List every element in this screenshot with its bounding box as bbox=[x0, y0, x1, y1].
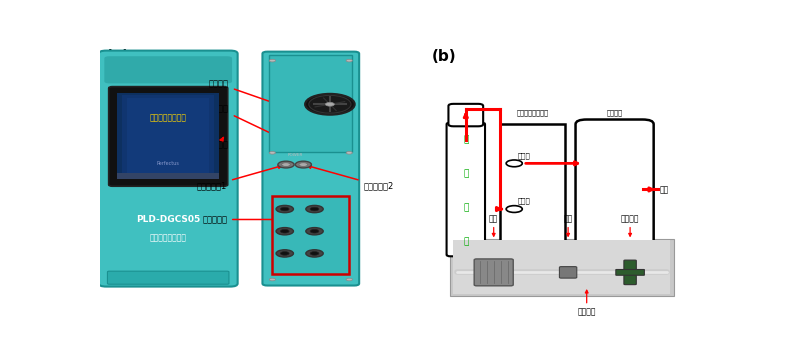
Circle shape bbox=[346, 59, 352, 62]
FancyBboxPatch shape bbox=[107, 271, 229, 284]
FancyBboxPatch shape bbox=[118, 94, 219, 179]
FancyBboxPatch shape bbox=[559, 267, 577, 278]
FancyBboxPatch shape bbox=[281, 142, 287, 146]
Text: 进气口: 进气口 bbox=[518, 198, 530, 204]
Text: 螺母: 螺母 bbox=[489, 214, 498, 223]
Circle shape bbox=[282, 163, 290, 166]
FancyBboxPatch shape bbox=[616, 270, 644, 275]
Text: 进气口接头: 进气口接头 bbox=[202, 215, 280, 224]
FancyBboxPatch shape bbox=[262, 52, 359, 285]
Circle shape bbox=[281, 230, 289, 233]
FancyBboxPatch shape bbox=[446, 123, 485, 256]
Text: 钢: 钢 bbox=[463, 203, 469, 212]
Text: 出气口: 出气口 bbox=[518, 152, 530, 159]
Circle shape bbox=[295, 161, 311, 168]
Circle shape bbox=[276, 227, 294, 235]
Text: 出气口接头2: 出气口接头2 bbox=[308, 165, 394, 190]
Text: 反应装置: 反应装置 bbox=[606, 110, 622, 116]
Circle shape bbox=[346, 152, 352, 154]
FancyBboxPatch shape bbox=[450, 239, 674, 297]
FancyBboxPatch shape bbox=[283, 138, 292, 142]
Text: 出气口接头1: 出气口接头1 bbox=[197, 165, 282, 190]
FancyBboxPatch shape bbox=[575, 120, 654, 259]
Circle shape bbox=[306, 250, 323, 257]
Text: 金属衬管: 金属衬管 bbox=[621, 214, 639, 223]
FancyBboxPatch shape bbox=[624, 260, 636, 285]
FancyBboxPatch shape bbox=[98, 51, 238, 286]
Text: Perfectus: Perfectus bbox=[157, 161, 180, 166]
Text: 电源开关: 电源开关 bbox=[209, 79, 284, 107]
Circle shape bbox=[310, 207, 319, 211]
Text: 排空: 排空 bbox=[659, 185, 669, 194]
FancyBboxPatch shape bbox=[118, 94, 219, 179]
Circle shape bbox=[270, 278, 275, 281]
Circle shape bbox=[270, 59, 275, 62]
Circle shape bbox=[299, 163, 308, 166]
Text: 瓶: 瓶 bbox=[463, 237, 469, 246]
Text: POWER: POWER bbox=[287, 153, 303, 157]
Circle shape bbox=[346, 278, 352, 281]
Text: 腰鼓垫圈: 腰鼓垫圈 bbox=[578, 307, 596, 316]
FancyBboxPatch shape bbox=[104, 56, 232, 83]
Text: 电源插孔: 电源插孔 bbox=[209, 104, 285, 140]
FancyBboxPatch shape bbox=[277, 103, 300, 119]
Text: 多组分动态配气仪: 多组分动态配气仪 bbox=[150, 233, 186, 242]
FancyBboxPatch shape bbox=[118, 173, 219, 179]
Circle shape bbox=[306, 205, 323, 213]
Text: 载: 载 bbox=[463, 135, 469, 144]
Circle shape bbox=[278, 161, 294, 168]
FancyBboxPatch shape bbox=[289, 142, 294, 146]
FancyBboxPatch shape bbox=[454, 240, 670, 294]
Circle shape bbox=[309, 95, 351, 113]
Text: 操作屏幕: 操作屏幕 bbox=[209, 138, 229, 149]
Circle shape bbox=[270, 152, 275, 154]
Circle shape bbox=[310, 252, 319, 255]
Circle shape bbox=[276, 250, 294, 257]
FancyBboxPatch shape bbox=[127, 98, 209, 175]
Circle shape bbox=[506, 160, 522, 167]
Text: PLD-DGCS05: PLD-DGCS05 bbox=[136, 215, 200, 224]
Text: (b): (b) bbox=[432, 48, 456, 63]
Text: 多组分动态配气仪: 多组分动态配气仪 bbox=[517, 110, 549, 116]
FancyBboxPatch shape bbox=[474, 259, 514, 286]
FancyBboxPatch shape bbox=[122, 96, 214, 177]
Circle shape bbox=[310, 230, 319, 233]
FancyBboxPatch shape bbox=[449, 104, 483, 126]
FancyBboxPatch shape bbox=[109, 87, 228, 186]
Text: 卡环: 卡环 bbox=[563, 214, 573, 223]
Circle shape bbox=[281, 207, 289, 211]
Text: 多组分动态配气仪: 多组分动态配气仪 bbox=[150, 113, 186, 122]
FancyBboxPatch shape bbox=[281, 107, 294, 116]
FancyBboxPatch shape bbox=[270, 55, 352, 152]
Circle shape bbox=[506, 206, 522, 213]
Text: (a): (a) bbox=[106, 48, 130, 63]
Text: 气: 气 bbox=[463, 169, 469, 178]
Circle shape bbox=[326, 102, 334, 106]
FancyBboxPatch shape bbox=[500, 124, 565, 255]
FancyBboxPatch shape bbox=[277, 135, 300, 149]
Circle shape bbox=[306, 227, 323, 235]
Circle shape bbox=[281, 252, 289, 255]
FancyBboxPatch shape bbox=[272, 196, 350, 274]
Circle shape bbox=[276, 205, 294, 213]
Circle shape bbox=[305, 94, 354, 115]
